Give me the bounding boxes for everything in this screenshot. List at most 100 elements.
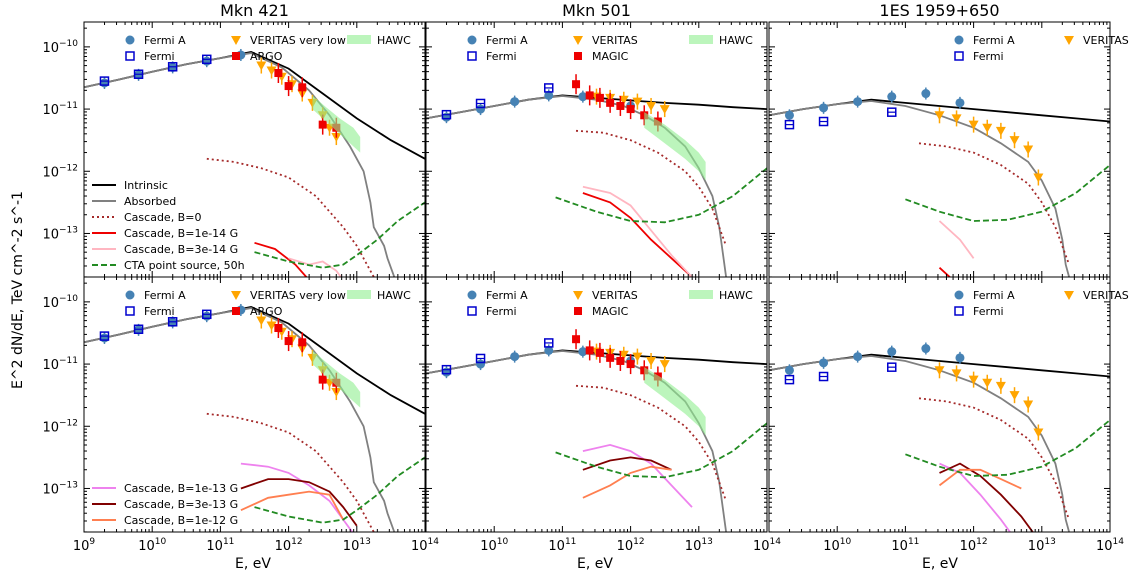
point-fermi [99,76,110,86]
x-axis-label-right: E, eV [922,556,958,572]
point-magic [595,342,604,363]
line-cta-point-source-50h [905,419,1110,477]
point-veritas [934,362,945,379]
point-fermi [441,109,452,120]
legend-item: Fermi A [125,289,186,302]
marker-circle [784,110,794,120]
legend-marker [954,306,964,316]
point-veritas [995,377,1006,394]
band-hawc [312,95,361,153]
x-tick-label: 1011 [548,537,576,554]
legend-item: MAGIC [574,50,629,63]
y-tick-label: 10−13 [42,480,78,497]
legend-label: CTA point source, 50h [124,259,245,272]
legend-label: Cascade, B=1e-13 G [124,482,238,495]
legend-marker [573,291,583,300]
point-argo [284,331,293,352]
x-tick-label: 1013 [343,537,371,554]
point-magic [616,350,625,371]
marker-circle [202,56,212,66]
point-argo [274,318,283,338]
point-veritas [1033,424,1044,441]
marker-circle [134,325,144,335]
point-fermi [133,324,144,334]
legend-label: Fermi [144,50,175,63]
point-fermi-a [578,345,588,358]
marker-square [585,91,594,100]
marker-circle [955,353,965,363]
legend-item: Fermi A [467,289,528,302]
marker-triangle [1033,173,1044,183]
marker-square [572,335,581,344]
x-tick-label: 1014 [411,537,439,554]
legend-marker [573,36,583,45]
legend-marker [231,291,241,300]
marker-square [616,101,625,110]
x-tick-label: 1010 [823,537,851,554]
marker-circle [921,344,931,354]
line-absorbed [426,350,727,532]
legend-label: Cascade, B=3e-14 G [124,243,238,256]
legend-label: VERITAS very low [250,34,346,47]
line-cascade-b-1e-13-g [582,443,693,508]
line-cascade-b-1e-14-g [582,192,694,277]
point-fermi [784,119,795,130]
point-fermi [441,364,452,375]
marker-triangle [256,316,267,326]
point-fermi [202,309,212,320]
marker-circle [921,89,931,99]
legend-label: Fermi A [486,34,528,47]
legend-label: Fermi A [973,289,1015,302]
point-veritas [968,116,979,133]
point-fermi-a [441,366,451,379]
y-tick-label: 10−10 [42,39,78,56]
marker-triangle [982,123,993,133]
legend-label: Fermi A [486,289,528,302]
x-tick-label: 1013 [685,537,713,554]
point-fermi [99,331,110,341]
point-fermi-a [441,111,451,124]
legend-marker [954,35,964,45]
legend-marker [467,35,477,45]
line-cascade-b-0 [918,142,1070,265]
marker-circle [955,98,965,108]
point-fermi [818,116,829,127]
legend-item: HAWC [347,289,411,302]
legend-marker [467,51,477,61]
legend-label: MAGIC [592,305,629,318]
legend-label: ARGO [250,50,283,63]
point-veritas [968,371,979,388]
point-fermi [887,107,897,117]
legend-marker [125,35,135,45]
legend-label: Fermi A [144,34,186,47]
marker-square [595,348,604,357]
panel-top-right: 1ES 1959+650 Fermi A VERITAS Fermi [768,1,1129,278]
legend-marker [574,307,582,315]
marker-triangle [934,111,945,121]
line-cascade-b-0 [206,157,375,277]
legend-marker [1064,36,1074,45]
point-veritas [1009,387,1020,404]
line-cta-point-source-50h [254,456,425,524]
marker-square [606,353,615,362]
legend-item: HAWC [689,289,753,302]
x-tick-label: 1012 [275,537,303,554]
point-fermi-a [578,90,588,103]
point-fermi-a [99,76,109,89]
marker-triangle [951,114,962,124]
marker-triangle [934,366,945,376]
legend-item: Fermi [467,305,517,318]
marker-circle [510,352,520,362]
x-axis-label-left: E, eV [235,556,271,572]
plot-area [426,329,767,532]
legend-item: Fermi A [125,34,186,47]
point-veritas [934,107,945,124]
marker-triangle [995,126,1006,136]
legend-label: VERITAS [1083,34,1129,47]
point-argo [298,77,307,98]
point-fermi-a [819,356,829,369]
x-tick-label: 1013 [1028,537,1056,554]
point-fermi-a [887,90,897,103]
marker-square [585,346,594,355]
